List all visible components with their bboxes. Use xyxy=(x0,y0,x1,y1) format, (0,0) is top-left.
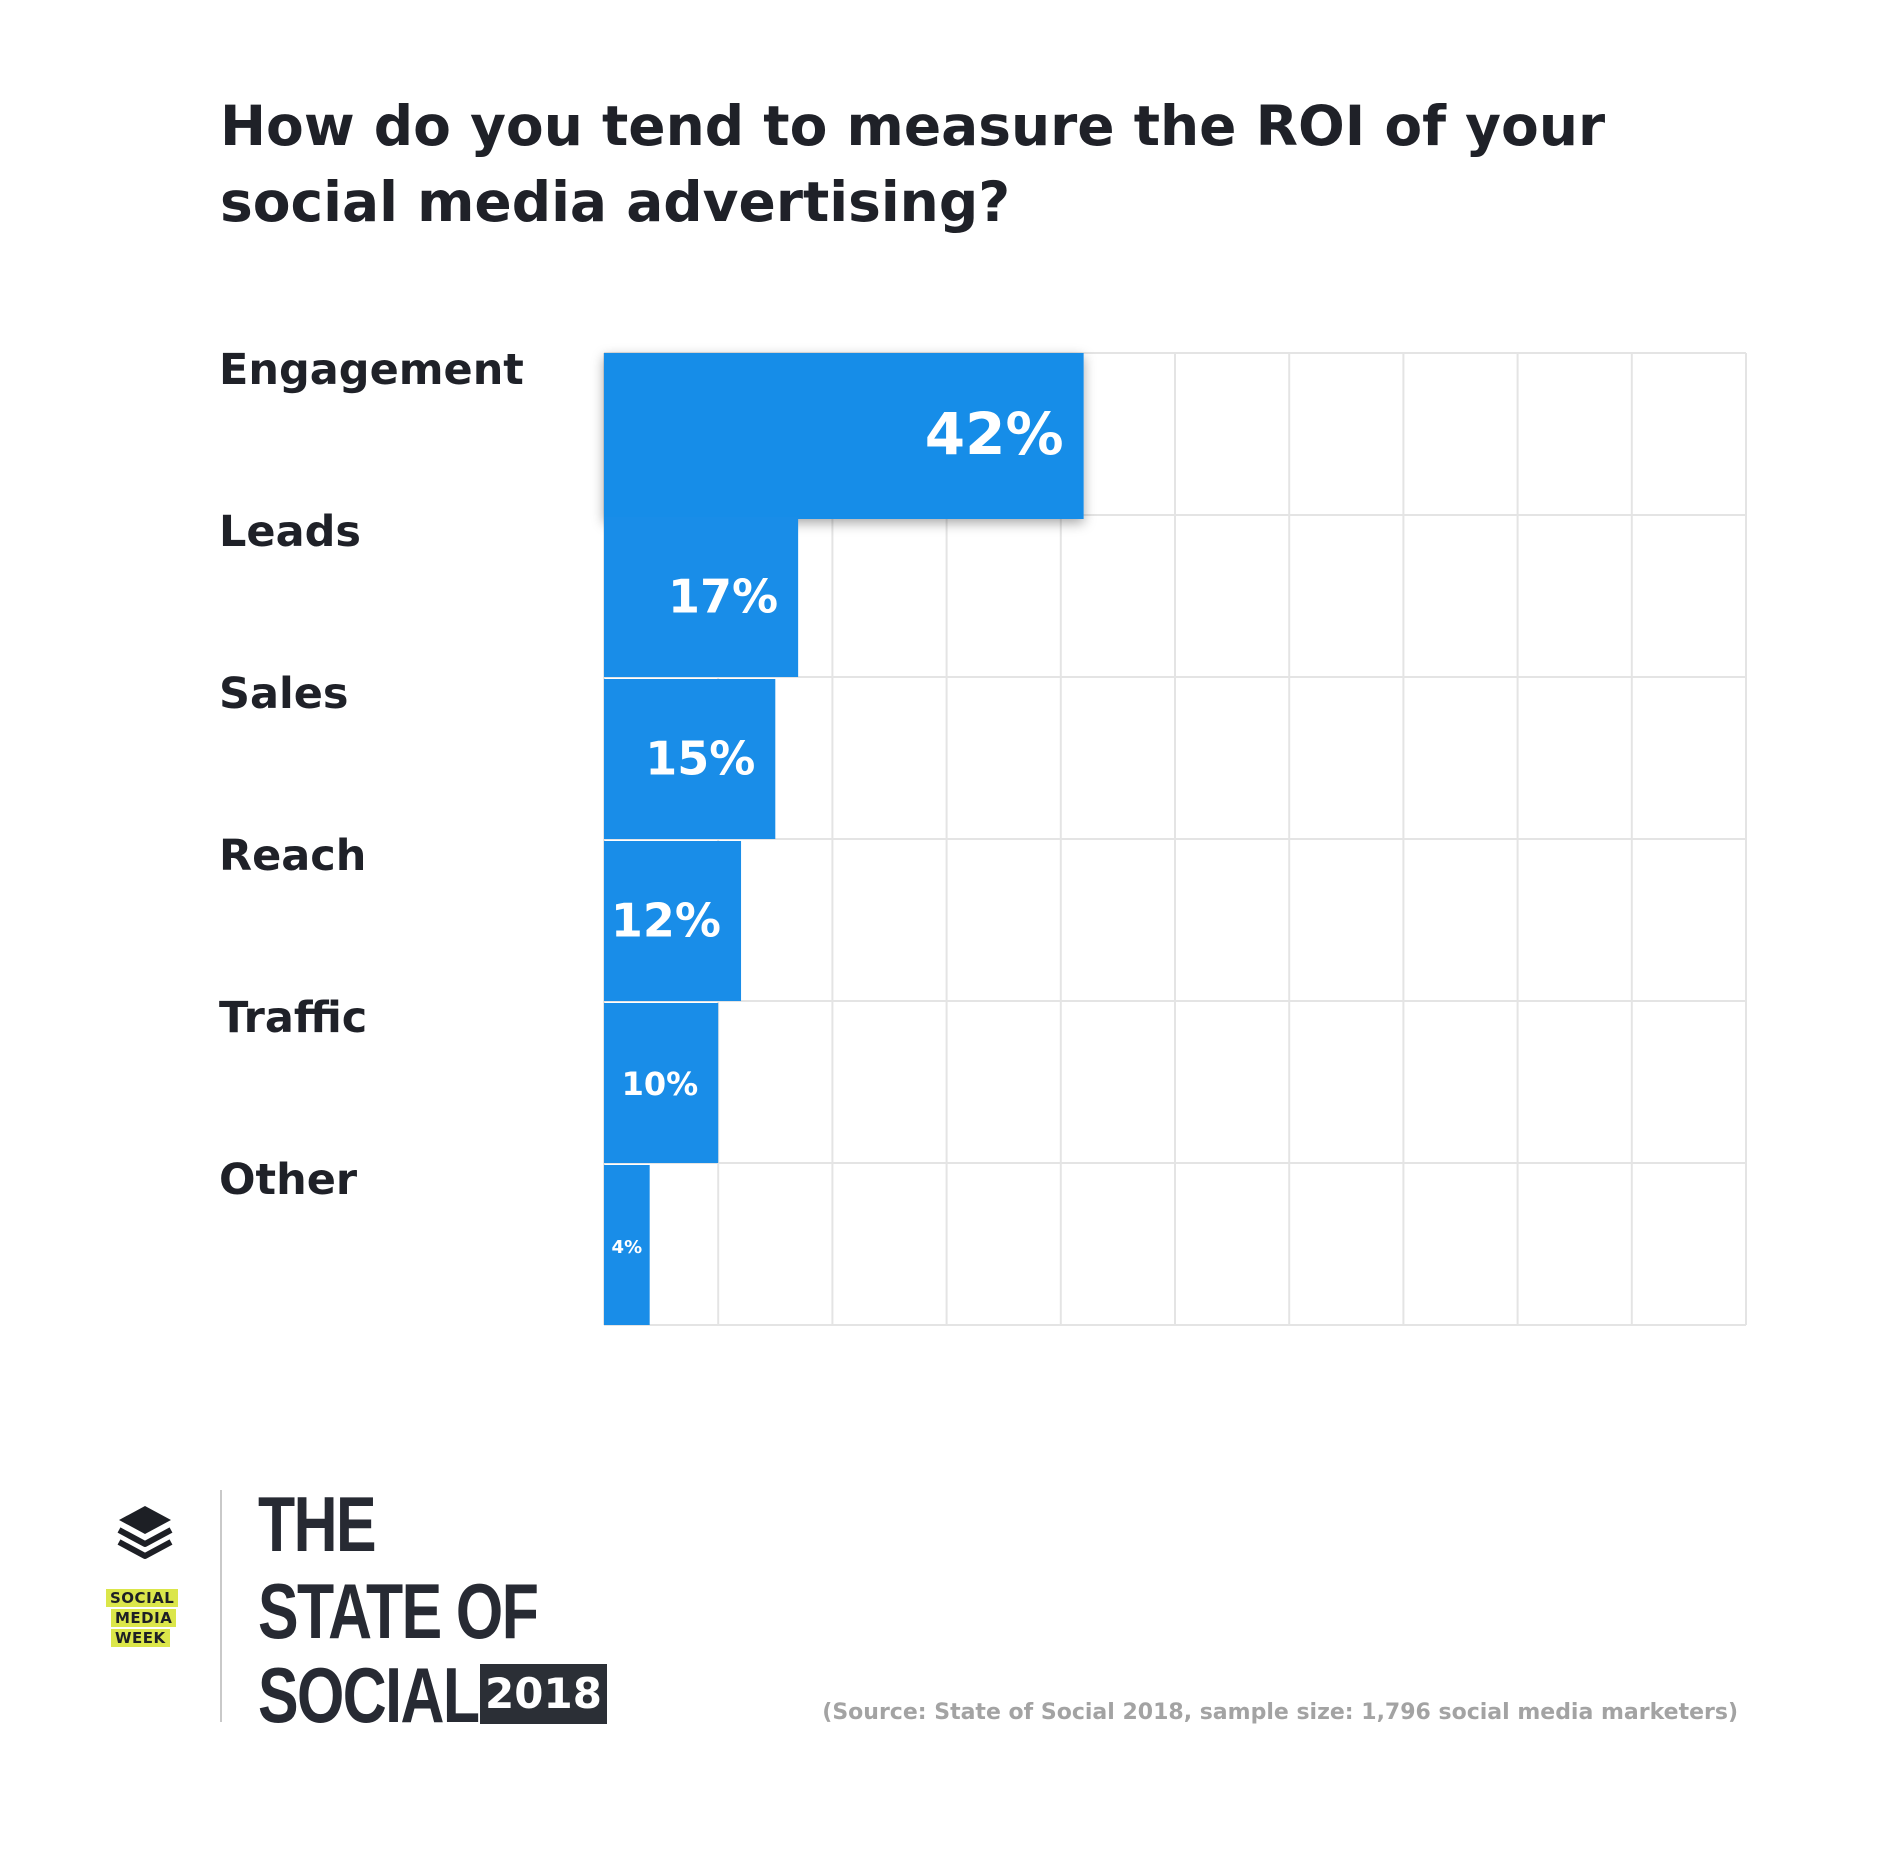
bar-label-other: 4% xyxy=(612,1237,643,1258)
category-label-other: Other xyxy=(219,1155,358,1205)
bar-other xyxy=(604,1165,650,1325)
report-title-line-3: SOCIAL xyxy=(258,1651,480,1739)
bar-label-traffic: 10% xyxy=(622,1065,699,1103)
smw-line-week: WEEK xyxy=(111,1629,170,1647)
chart-title: How do you tend to measure the ROI of yo… xyxy=(220,94,1606,234)
bar-label-sales: 15% xyxy=(645,732,755,786)
bar-reach xyxy=(604,841,742,1001)
bar-engagement xyxy=(604,353,1084,519)
buffer-logo xyxy=(117,1506,173,1559)
category-label-traffic: Traffic xyxy=(219,993,368,1043)
bar-chart: 42% 17% 15% 12% 10% 4% xyxy=(603,352,1747,1326)
category-label-sales: Sales xyxy=(219,669,349,719)
category-label-engagement: Engagement xyxy=(219,345,524,395)
report-title-line-2: STATE OF xyxy=(258,1567,539,1655)
chart-bars: 42% 17% 15% 12% 10% 4% xyxy=(604,353,1084,1325)
smw-line-media: MEDIA xyxy=(111,1609,177,1627)
bar-traffic xyxy=(604,1003,719,1163)
category-label-reach: Reach xyxy=(219,831,367,881)
smw-line-social: SOCIAL xyxy=(106,1589,179,1607)
brand-divider xyxy=(220,1490,222,1722)
bar-leads xyxy=(604,517,799,677)
year-badge: 2018 xyxy=(480,1664,607,1724)
report-title-line-1: THE xyxy=(258,1480,377,1568)
category-label-leads: Leads xyxy=(219,507,361,557)
bar-label-leads: 17% xyxy=(668,570,778,624)
buffer-stack-icon xyxy=(117,1506,173,1559)
bar-label-engagement: 42% xyxy=(925,400,1064,468)
source-note: (Source: State of Social 2018, sample si… xyxy=(822,1700,1738,1725)
bar-label-reach: 12% xyxy=(611,894,721,948)
bar-sales xyxy=(604,679,776,839)
